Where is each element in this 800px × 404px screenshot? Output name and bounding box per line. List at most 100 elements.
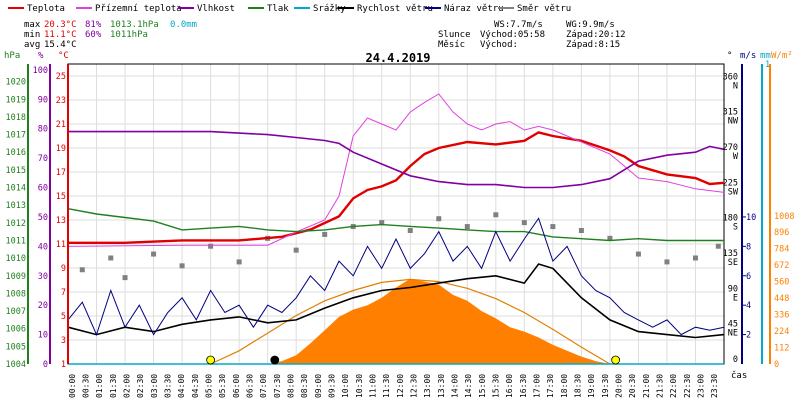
legend-label: Srážky [313, 4, 346, 14]
wind-direction-point [715, 243, 721, 249]
time-tick-label: 20:30 [628, 374, 637, 398]
legend-label: Přízemní teplota [95, 4, 182, 14]
hpa-tick-label: 1020 [6, 78, 26, 88]
time-tick-label: 16:30 [519, 374, 528, 398]
degc-tick-label: 15 [56, 192, 66, 202]
series-line [67, 263, 725, 339]
wind-direction-point [179, 263, 185, 269]
stat-sun-label: Slunce [438, 30, 471, 40]
stat-wg: WG:9.9m/s [566, 20, 615, 30]
wm2-tick-label: 896 [774, 228, 789, 238]
wind-direction-point [322, 231, 328, 237]
wind-dir-tick-label: S [733, 223, 738, 233]
wind-direction-point [79, 267, 85, 273]
hpa-tick-label: 1017 [6, 131, 26, 141]
wind-dir-tick-label: 270 [723, 143, 738, 153]
time-tick-label: 08:00 [287, 374, 296, 398]
unit-pct: % [38, 51, 44, 61]
wm2-tick-label: 0 [774, 360, 779, 370]
hpa-tick-label: 1011 [6, 236, 26, 246]
stat-min-hum: 60% [85, 30, 102, 40]
time-tick-label: 09:30 [328, 374, 337, 398]
time-tick-label: 03:30 [164, 374, 173, 398]
time-tick-label: 22:00 [669, 374, 678, 398]
time-tick-label: 12:30 [410, 374, 419, 398]
mm-tick-label: 1 [765, 60, 770, 70]
degc-tick-label: 25 [56, 72, 66, 82]
time-tick-label: 01:00 [95, 374, 104, 398]
series-line [68, 130, 725, 189]
series-line [67, 208, 724, 242]
time-axis: 00:00 00:30 01:00 01:30 02:00 02:30 03:00 03:30… [68, 374, 719, 398]
wm2-tick-label: 1008 [774, 212, 794, 222]
wind-dir-tick-label: 0 [733, 355, 738, 365]
stat-min-temp: 11.1°C [44, 30, 77, 40]
stat-avg-temp: 15.4°C [44, 40, 77, 50]
time-tick-label: 19:30 [601, 374, 610, 398]
degc-tick-label: 9 [61, 264, 66, 274]
wind-direction-point [635, 251, 641, 257]
time-tick-label: 23:30 [710, 374, 719, 398]
time-tick-label: 15:30 [492, 374, 501, 398]
degc-tick-label: 13 [56, 216, 66, 226]
legend-label: Teplota [27, 4, 65, 14]
time-tick-label: 11:30 [382, 374, 391, 398]
hpa-tick-label: 1019 [6, 95, 26, 105]
ms-tick-label: 8 [746, 242, 751, 252]
time-tick-label: 10:00 [341, 374, 350, 398]
time-tick-label: 05:00 [205, 374, 214, 398]
wind-dir-tick-label: 225 [723, 178, 738, 188]
time-tick-label: 20:00 [615, 374, 624, 398]
time-tick-label: 17:30 [546, 374, 555, 398]
wind-dir-tick-label: NW [728, 117, 739, 127]
solar-theoretical-curve [210, 278, 611, 365]
legend-label: Vlhkost [197, 4, 235, 14]
stat-moon-rise: Východ: [480, 40, 518, 50]
time-tick-label: 05:30 [218, 374, 227, 398]
hpa-tick-label: 1006 [6, 325, 26, 335]
wm2-tick-label: 560 [774, 278, 789, 288]
wind-dir-tick-label: E [733, 293, 738, 303]
time-tick-label: 13:30 [437, 374, 446, 398]
time-tick-label: 08:30 [300, 374, 309, 398]
time-tick-label: 17:00 [533, 374, 542, 398]
wind-direction-point [607, 235, 613, 241]
degc-tick-label: 7 [61, 288, 66, 298]
hpa-tick-label: 1008 [6, 289, 26, 299]
pct-tick-label: 90 [38, 95, 48, 105]
pct-tick-label: 20 [38, 301, 48, 311]
sun-moon-markers [206, 355, 621, 365]
pct-tick-label: 80 [38, 125, 48, 135]
stat-rain: 0.0mm [170, 20, 197, 30]
stat-min-label: min [24, 30, 40, 40]
series-line [67, 217, 725, 337]
time-tick-label: 06:00 [232, 374, 241, 398]
time-tick-label: 13:00 [423, 374, 432, 398]
wind-dir-tick-label: 315 [723, 108, 738, 118]
wind-direction-point [464, 224, 470, 230]
time-tick-label: 12:00 [396, 374, 405, 398]
degc-tick-label: 1 [61, 360, 66, 370]
wind-dir-tick-label: 360 [723, 72, 738, 82]
unit-time: čas [731, 370, 747, 381]
time-tick-label: 11:00 [369, 374, 378, 398]
time-tick-label: 19:00 [587, 374, 596, 398]
wind-dir-tick-label: W [733, 152, 739, 162]
wind-direction-point [236, 259, 242, 265]
pct-tick-label: 0 [43, 360, 48, 370]
hpa-tick-label: 1014 [6, 184, 26, 194]
time-tick-label: 02:30 [136, 374, 145, 398]
time-tick-label: 21:00 [642, 374, 651, 398]
legend-label: Náraz větru [444, 4, 504, 14]
ms-tick-label: 4 [746, 301, 751, 311]
axes: 1004100510061007100810091010101110121013… [6, 60, 795, 370]
time-tick-label: 21:30 [656, 374, 665, 398]
wind-direction-point [407, 227, 413, 233]
hpa-tick-label: 1009 [6, 272, 26, 282]
time-tick-label: 06:30 [246, 374, 255, 398]
solar-measured-area [267, 278, 610, 364]
wind-dir-tick-label: NE [728, 329, 738, 339]
stat-sun-rise: Východ:05:58 [480, 30, 545, 40]
hpa-tick-label: 1015 [6, 166, 26, 176]
